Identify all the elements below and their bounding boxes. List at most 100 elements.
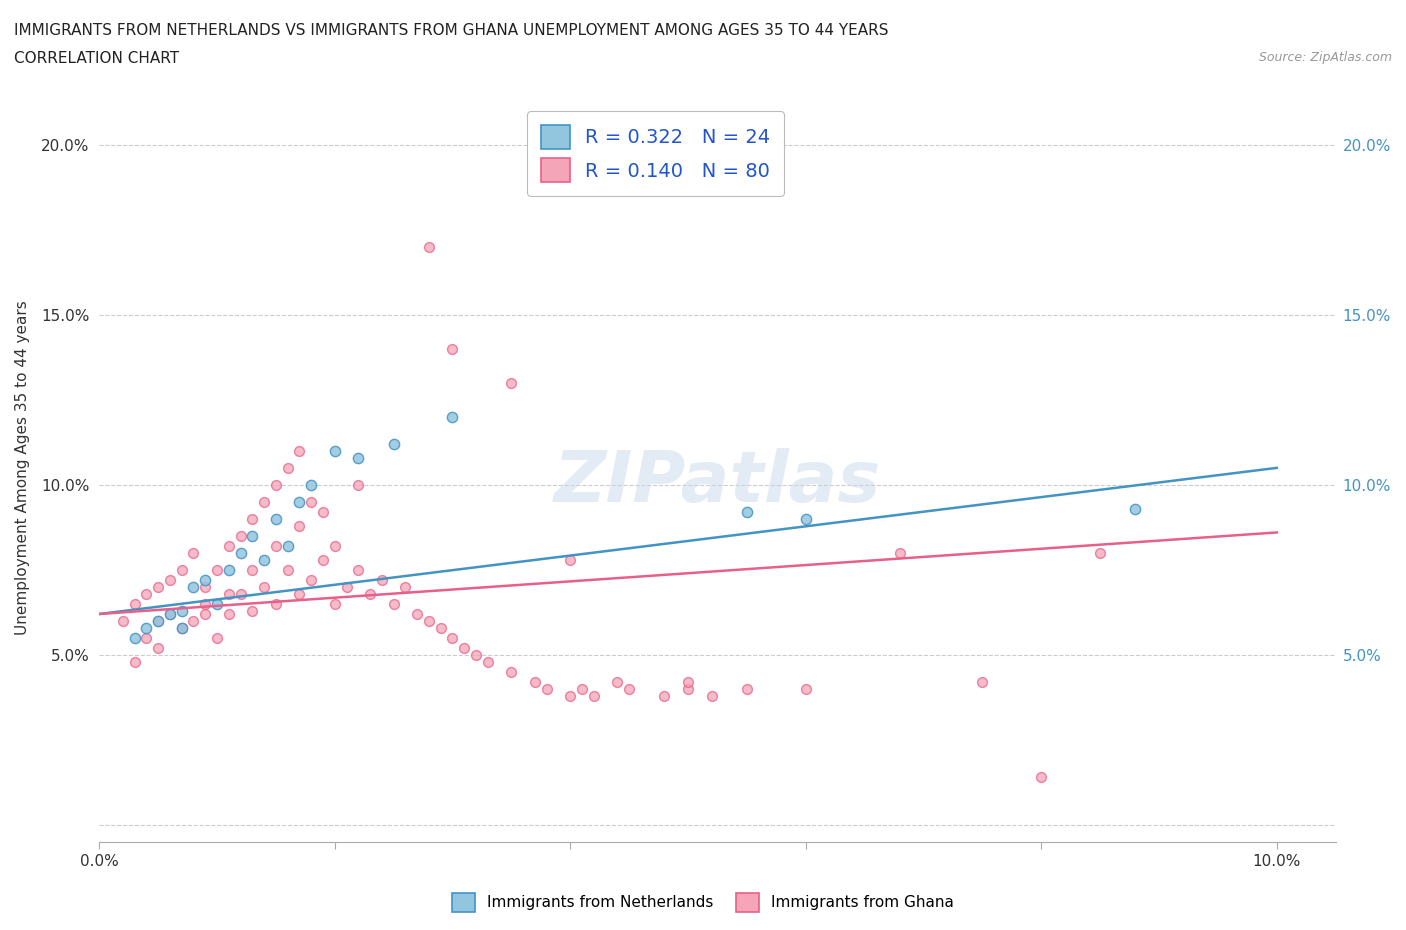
Point (229, 545, 252, 560)
Point (159, 606, 181, 621)
Point (277, 460, 299, 475)
Point (606, 674, 628, 689)
Point (560, 552, 582, 567)
Point (735, 505, 758, 520)
Point (124, 631, 146, 645)
Point (264, 538, 287, 553)
Legend: Immigrants from Netherlands, Immigrants from Ghana: Immigrants from Netherlands, Immigrants … (446, 887, 960, 918)
Point (277, 538, 299, 553)
Point (170, 604, 193, 618)
Point (536, 682, 558, 697)
Point (111, 614, 134, 629)
Point (124, 654, 146, 669)
Point (323, 596, 346, 611)
Legend: R = 0.322   N = 24, R = 0.140   N = 80: R = 0.322 N = 24, R = 0.140 N = 80 (527, 112, 785, 195)
Point (146, 614, 169, 629)
Point (323, 538, 346, 553)
Point (299, 495, 322, 510)
Point (571, 682, 593, 697)
Point (146, 614, 169, 629)
Point (194, 579, 217, 594)
Point (676, 682, 699, 697)
Point (794, 512, 817, 526)
Point (794, 682, 817, 697)
Point (218, 586, 240, 601)
Point (194, 596, 217, 611)
Point (194, 573, 217, 588)
Point (183, 614, 205, 629)
Point (146, 641, 169, 656)
Point (264, 477, 287, 492)
Point (406, 606, 429, 621)
Point (371, 573, 394, 588)
Point (170, 563, 193, 578)
Point (205, 563, 228, 578)
Point (183, 579, 205, 594)
Point (347, 477, 370, 492)
Point (135, 631, 157, 645)
Point (441, 631, 464, 645)
Point (347, 563, 370, 578)
Point (335, 579, 357, 594)
Point (441, 341, 464, 356)
Point (159, 606, 181, 621)
Point (253, 579, 276, 594)
Point (253, 552, 276, 567)
Point (229, 528, 252, 543)
Point (477, 654, 499, 669)
Point (135, 620, 157, 635)
Point (194, 606, 217, 621)
Point (240, 512, 263, 526)
Point (218, 563, 240, 578)
Point (441, 409, 464, 424)
Point (264, 596, 287, 611)
Point (889, 545, 911, 560)
Point (560, 688, 582, 703)
Point (382, 437, 405, 452)
Text: IMMIGRANTS FROM NETHERLANDS VS IMMIGRANTS FROM GHANA UNEMPLOYMENT AMONG AGES 35 : IMMIGRANTS FROM NETHERLANDS VS IMMIGRANT… (14, 23, 889, 38)
Point (218, 538, 240, 553)
Point (170, 620, 193, 635)
Point (288, 444, 311, 458)
Point (453, 641, 475, 656)
Point (501, 664, 523, 679)
Point (229, 586, 252, 601)
Point (264, 512, 287, 526)
Point (418, 614, 440, 629)
Text: CORRELATION CHART: CORRELATION CHART (14, 51, 179, 66)
Point (617, 682, 640, 697)
Point (312, 505, 335, 520)
Point (170, 620, 193, 635)
Point (382, 596, 405, 611)
Point (288, 495, 311, 510)
Point (253, 495, 276, 510)
Point (1088, 545, 1111, 560)
Point (277, 563, 299, 578)
Text: ZIPatlas: ZIPatlas (554, 448, 882, 517)
Point (501, 376, 523, 391)
Y-axis label: Unemployment Among Ages 35 to 44 years: Unemployment Among Ages 35 to 44 years (15, 300, 30, 635)
Point (218, 606, 240, 621)
Point (205, 631, 228, 645)
Point (299, 477, 322, 492)
Point (159, 573, 181, 588)
Point (654, 688, 676, 703)
Point (240, 563, 263, 578)
Point (288, 586, 311, 601)
Point (347, 450, 370, 465)
Point (135, 586, 157, 601)
Point (240, 528, 263, 543)
Point (429, 620, 451, 635)
Point (359, 586, 381, 601)
Point (299, 573, 322, 588)
Point (394, 579, 416, 594)
Point (465, 647, 488, 662)
Text: Source: ZipAtlas.com: Source: ZipAtlas.com (1258, 51, 1392, 64)
Point (582, 688, 605, 703)
Point (418, 240, 440, 255)
Point (124, 596, 146, 611)
Point (323, 444, 346, 458)
Point (183, 545, 205, 560)
Point (972, 674, 994, 689)
Point (146, 579, 169, 594)
